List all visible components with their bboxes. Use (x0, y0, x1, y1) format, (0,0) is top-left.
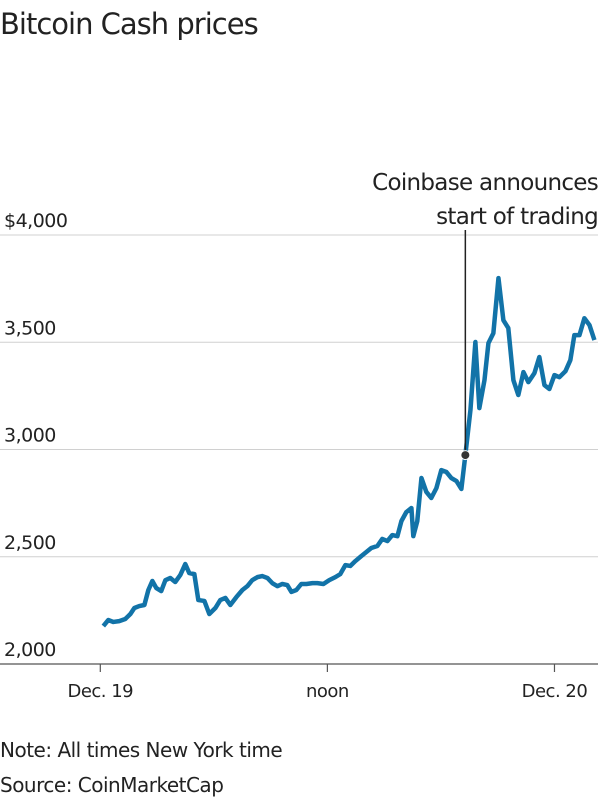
annotation-text: Coinbase announces (372, 170, 598, 196)
x-tick-label: Dec. 19 (67, 681, 133, 702)
source: Source: CoinMarketCap (0, 773, 223, 797)
y-tick-label: 2,500 (4, 532, 56, 554)
chart-title: Bitcoin Cash prices (0, 7, 258, 41)
note: Note: All times New York time (0, 738, 282, 762)
y-tick-label: $4,000 (4, 210, 67, 232)
x-tick-label: noon (306, 681, 349, 702)
annotation-dot (460, 450, 471, 461)
y-tick-label: 2,000 (4, 639, 56, 661)
x-tick-label: Dec. 20 (522, 681, 588, 702)
annotation-text: start of trading (436, 204, 598, 230)
y-tick-label: 3,500 (4, 317, 56, 339)
y-tick-label: 3,000 (4, 425, 56, 447)
price-line (101, 275, 597, 628)
